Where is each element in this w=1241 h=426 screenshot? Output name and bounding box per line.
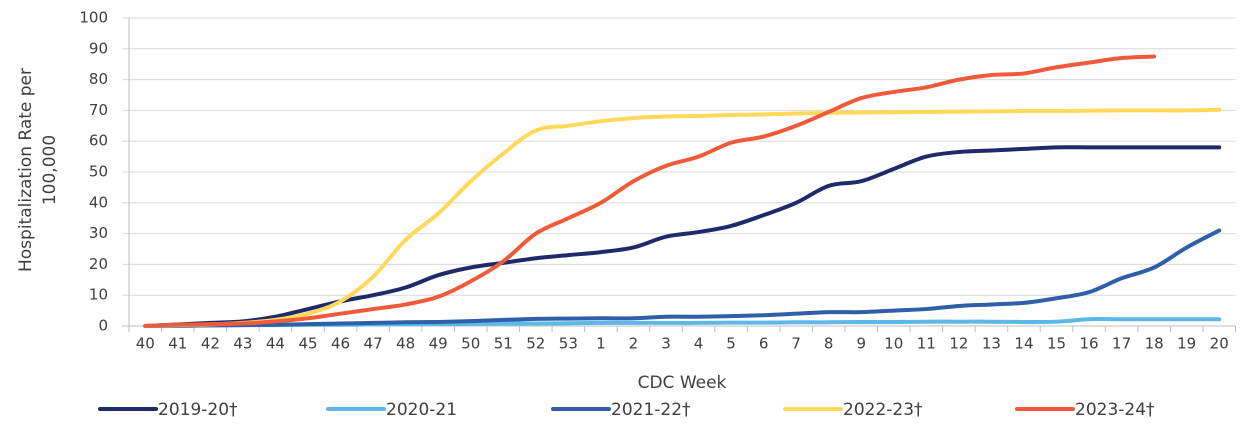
x-tick-label: 9 <box>856 335 866 353</box>
x-tick-label: 48 <box>396 335 415 353</box>
x-tick-label: 44 <box>266 335 285 353</box>
x-axis-title: CDC Week <box>638 373 727 393</box>
y-tick-label: 50 <box>89 163 108 181</box>
y-tick-label: 90 <box>89 39 108 57</box>
y-axis-title-line: Hospitalization Rate per <box>16 68 36 272</box>
y-tick-label: 80 <box>89 70 108 88</box>
x-tick-label: 20 <box>1210 335 1229 353</box>
y-tick-label: 10 <box>89 286 108 304</box>
x-tick-label: 5 <box>726 335 736 353</box>
legend-label: 2023-24† <box>1075 400 1155 420</box>
x-tick-label: 12 <box>949 335 968 353</box>
x-tick-label: 40 <box>136 335 155 353</box>
x-tick-label: 42 <box>201 335 220 353</box>
x-tick-label: 49 <box>429 335 448 353</box>
series-line <box>143 228 1222 328</box>
x-tick-label: 50 <box>461 335 480 353</box>
x-tick-label: 19 <box>1177 335 1196 353</box>
x-tick-label: 13 <box>982 335 1001 353</box>
x-tick-label: 2 <box>629 335 639 353</box>
series-line <box>143 107 1222 328</box>
x-tick-label: 52 <box>526 335 545 353</box>
x-tick-label: 7 <box>791 335 801 353</box>
x-tick-label: 4 <box>694 335 704 353</box>
y-tick-label: 40 <box>89 193 108 211</box>
x-tick-label: 53 <box>559 335 578 353</box>
x-tick-label: 47 <box>364 335 383 353</box>
y-tick-label: 70 <box>89 101 108 119</box>
x-tick-label: 1 <box>596 335 606 353</box>
x-tick-label: 16 <box>1080 335 1099 353</box>
x-tick-label: 11 <box>917 335 936 353</box>
x-tick-label: 43 <box>233 335 252 353</box>
legend-label: 2022-23† <box>843 400 923 420</box>
x-tick-label: 14 <box>1014 335 1033 353</box>
legend-label: 2021-22† <box>611 400 691 420</box>
y-axis-title-line: 100,000 <box>40 135 60 205</box>
y-tick-label: 0 <box>98 317 108 335</box>
x-tick-label: 45 <box>298 335 317 353</box>
y-tick-label: 60 <box>89 132 108 150</box>
y-tick-label: 30 <box>89 224 108 242</box>
series-line <box>143 54 1157 328</box>
y-axis-title: Hospitalization Rate per 100,000 <box>16 68 60 272</box>
x-tick-label: 10 <box>884 335 903 353</box>
y-tick-label: 20 <box>89 255 108 273</box>
x-tick-label: 18 <box>1145 335 1164 353</box>
x-tick-label: 17 <box>1112 335 1131 353</box>
y-tick-label: 100 <box>79 9 108 27</box>
x-tick-label: 8 <box>824 335 834 353</box>
legend-label: 2020-21 <box>386 400 457 420</box>
series-line <box>143 145 1222 328</box>
x-tick-label: 15 <box>1047 335 1066 353</box>
x-tick-label: 51 <box>494 335 513 353</box>
x-tick-label: 3 <box>661 335 671 353</box>
x-tick-label: 41 <box>168 335 187 353</box>
x-tick-label: 46 <box>331 335 350 353</box>
legend-label: 2019-20† <box>158 400 238 420</box>
x-tick-label: 6 <box>759 335 769 353</box>
